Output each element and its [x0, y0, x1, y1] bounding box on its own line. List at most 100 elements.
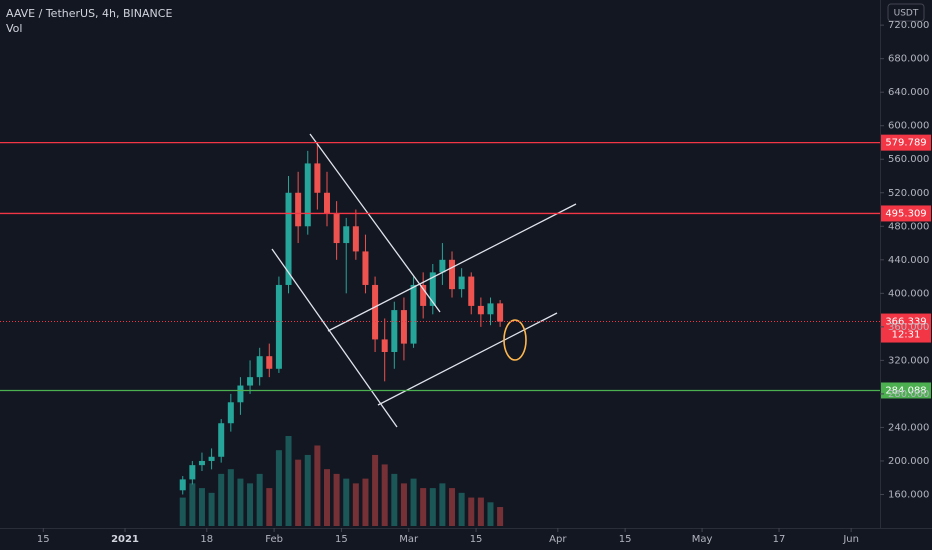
drawings — [271, 133, 577, 428]
countdown: 12:31 — [892, 330, 921, 341]
y-tick-label: 400.000 — [888, 288, 929, 299]
candle-body — [227, 402, 234, 424]
candle-body — [247, 377, 254, 386]
candle-body — [198, 460, 205, 466]
volume-bar — [333, 473, 340, 526]
volume-bar — [449, 488, 456, 526]
x-tick-label: Feb — [265, 534, 283, 545]
y-tick-label: 280.000 — [888, 389, 929, 400]
y-tick-label: 160.000 — [888, 489, 929, 500]
x-tick-label: Mar — [399, 534, 419, 545]
trend-line — [327, 203, 577, 332]
highlight-ellipse — [503, 319, 527, 361]
volume-bar — [275, 450, 282, 526]
candle-body — [449, 259, 456, 290]
candles — [179, 143, 504, 495]
volume-bar — [468, 497, 475, 526]
candle-body — [458, 276, 465, 290]
volume-bar — [487, 502, 494, 526]
y-tick-label: 360.000 — [888, 322, 929, 333]
symbol-title: AAVE / TetherUS, 4h, BINANCE — [6, 7, 172, 20]
x-tick-label: 2021 — [111, 534, 139, 545]
volume-bar — [295, 459, 302, 526]
x-tick-label: Apr — [549, 534, 567, 545]
level-label-box — [881, 205, 931, 222]
volume-bar — [362, 478, 369, 526]
y-tick-label: 640.000 — [888, 87, 929, 98]
volume-bar — [198, 488, 205, 526]
y-tick-label: 560.000 — [888, 154, 929, 165]
trend-line — [377, 312, 558, 406]
candle-body — [295, 192, 302, 227]
volume-bar — [237, 478, 244, 526]
volume-bar — [304, 454, 311, 526]
candle-body — [391, 310, 398, 352]
y-tick-label: 680.000 — [888, 54, 929, 65]
volume-bar — [352, 483, 359, 526]
candle-body — [323, 192, 330, 214]
candle-body — [237, 385, 244, 403]
candle-body — [400, 310, 407, 344]
volume-bar — [189, 483, 196, 526]
x-tick-label: 18 — [200, 534, 213, 545]
trend-line — [271, 248, 398, 428]
trend-line — [309, 133, 441, 313]
candle-body — [304, 163, 311, 227]
volume-bar — [285, 436, 292, 526]
candle-body — [497, 303, 504, 322]
candle-body — [218, 423, 225, 457]
currency-button[interactable] — [887, 3, 925, 22]
y-tick-label: 720.000 — [888, 20, 929, 31]
volume-bar — [247, 483, 254, 526]
y-tick-label: 480.000 — [888, 221, 929, 232]
volume-bar — [343, 478, 350, 526]
candle-body — [381, 339, 388, 352]
candle-body — [477, 305, 484, 315]
x-tick-label: 15 — [470, 534, 483, 545]
level-label-box — [881, 382, 931, 399]
y-tick-label: 320.000 — [888, 355, 929, 366]
overlays: 579.789 495.309 284.088 366.339 12:31 — [0, 134, 931, 399]
y-tick-label: 440.000 — [888, 255, 929, 266]
volume-bar — [429, 488, 436, 526]
x-tick-label: Jun — [842, 534, 859, 545]
level-label: 284.088 — [885, 385, 926, 396]
candle-body — [275, 284, 282, 369]
volume-pane — [179, 436, 504, 526]
level-label-box — [881, 134, 931, 151]
candle-body — [179, 479, 186, 491]
candle-body — [314, 163, 321, 193]
volume-bar — [458, 492, 465, 526]
volume-bar — [439, 483, 446, 526]
y-tick-label: 600.000 — [888, 121, 929, 132]
candle-body — [285, 192, 292, 285]
candle-body — [487, 303, 494, 315]
volume-bar — [323, 469, 330, 526]
volume-bar — [208, 492, 215, 526]
candle-body — [266, 356, 273, 369]
volume-bar — [218, 473, 225, 526]
candle-body — [333, 213, 340, 244]
currency[interactable]: USDT — [894, 9, 919, 19]
x-tick-label: May — [692, 534, 713, 545]
y-tick-label: 520.000 — [888, 188, 929, 199]
volume-bar — [227, 469, 234, 526]
volume-bar — [256, 473, 263, 526]
volume-bar — [381, 464, 388, 526]
volume-label: Vol — [6, 22, 22, 35]
volume-bar — [314, 445, 321, 526]
x-tick-label: 15 — [37, 534, 50, 545]
x-tick-label: 15 — [335, 534, 348, 545]
volume-bar — [179, 497, 186, 526]
candle-body — [372, 284, 379, 340]
volume-bar — [400, 483, 407, 526]
level-label: 579.789 — [885, 138, 926, 149]
candle-body — [362, 251, 369, 285]
volume-bar — [266, 488, 273, 526]
candle-body — [439, 259, 446, 273]
volume-bar — [497, 507, 504, 526]
last-price-label: 366.339 — [885, 317, 926, 328]
candle-body — [352, 226, 359, 252]
